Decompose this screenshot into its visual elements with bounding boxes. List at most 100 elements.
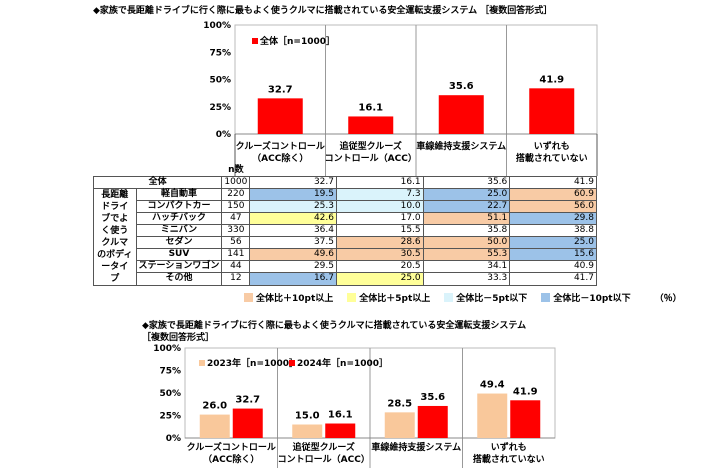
category-label: 車線維持支援システム — [416, 140, 506, 152]
data-label: 49.4 — [480, 380, 505, 391]
data-label: 15.0 — [295, 411, 320, 422]
bar — [477, 393, 508, 438]
cell-value: 20.5 — [336, 260, 424, 274]
table-header-blank — [94, 160, 222, 176]
category-label: クルーズコントロール — [187, 441, 276, 453]
cell-value: 41.9 — [509, 175, 597, 189]
category-label: いずれも — [491, 441, 527, 453]
table-row: SUV 141 49.6 30.5 55.3 15.6 — [94, 248, 597, 262]
cell-value: 16.1 — [336, 175, 424, 189]
data-label: 26.0 — [202, 401, 227, 412]
n-value: 220 — [221, 187, 251, 201]
category-label: 搭載されていない — [516, 152, 588, 164]
cell-value: 35.8 — [422, 223, 511, 238]
bar — [348, 116, 394, 134]
table-row: 長距離ドライブでよく使うクルマのボディータイプ 軽自動車 220 19.5 7.3 25.… — [93, 187, 597, 286]
category-label: （ACC除く） — [203, 453, 259, 465]
category-label: 車線維持支援システム — [371, 441, 461, 453]
y-tick-label: 50% — [159, 389, 181, 399]
y-tick-label: 100% — [203, 21, 231, 31]
n-value: 12 — [221, 272, 251, 286]
cell-value: 22.7 — [422, 199, 511, 213]
legend-label: 全体［n=1000］ — [259, 35, 335, 47]
table-row: ハッチバック 47 42.6 17.0 51.1 29.8 — [94, 211, 597, 225]
cell-value: 28.6 — [336, 235, 424, 250]
legend-swatch — [252, 38, 258, 44]
bar — [417, 405, 448, 438]
crosstab-table: n数 全体 1000 32.7 16.1 35.6 41.9 長距離ドライブでよく使うクルマの… — [92, 160, 597, 286]
cell-value: 19.5 — [249, 187, 337, 201]
cell-value: 25.0 — [422, 187, 511, 201]
table-legend: 全体比＋10pt以上 全体比＋5pt以上 全体比－5pt以下 全体比－10pt以下 （％… — [244, 291, 682, 304]
y-tick-label: 25% — [159, 412, 181, 422]
cell-value: 30.5 — [336, 248, 424, 262]
table-row: コンパクトカー 150 25.3 10.0 22.7 56.0 — [94, 199, 597, 213]
legend-label: 全体比＋5pt以上 — [359, 294, 431, 304]
cell-value: 25.0 — [336, 272, 424, 286]
n-value: 330 — [221, 223, 251, 238]
cell-value: 38.8 — [509, 223, 597, 238]
category-label: 搭載されていない — [473, 453, 545, 465]
cell-value: 25.3 — [249, 199, 337, 213]
n-value: 44 — [221, 260, 251, 274]
cell-value: 41.7 — [509, 272, 597, 286]
category-label: 追従型クルーズ — [293, 441, 355, 453]
legend-item-b: 全体比－10pt以下 — [541, 291, 631, 304]
table-row: ステーションワゴン 44 29.5 20.5 34.1 40.9 — [94, 260, 597, 274]
bar — [438, 95, 484, 134]
cell-value: 40.9 — [509, 260, 597, 274]
category-label: コントロール（ACC） — [325, 153, 417, 164]
group-label: 長距離ドライブでよく使うクルマのボディータイプ — [93, 187, 137, 286]
row-label: その他 — [135, 272, 223, 286]
y-tick-label: 75% — [209, 48, 231, 58]
n-value: 56 — [221, 235, 251, 250]
bar — [257, 98, 303, 134]
cell-value: 15.6 — [509, 248, 597, 262]
legend-swatch — [199, 360, 205, 366]
cell-value: 29.8 — [509, 211, 597, 225]
row-label: コンパクトカー — [135, 199, 223, 213]
bar — [529, 88, 575, 134]
cell-value: 10.0 — [336, 199, 424, 213]
cell-value: 33.3 — [422, 272, 511, 286]
legend-swatch — [541, 293, 551, 302]
bar — [199, 414, 230, 438]
cell-value: 36.4 — [249, 223, 337, 238]
y-tick-label: 0% — [216, 130, 231, 140]
row-label: ステーションワゴン — [135, 260, 223, 274]
table-row-total: 全体 1000 32.7 16.1 35.6 41.9 — [92, 175, 597, 189]
cell-value: 60.9 — [509, 187, 597, 201]
legend-label: 2023年［n=1000］ — [207, 357, 298, 369]
bottom-chart-title: ◆家族で長距離ドライブに行く際に最もよく使うクルマに搭載されている安全運転支援シ… — [142, 321, 527, 331]
n-value: 47 — [221, 211, 251, 225]
cell-value: 42.6 — [249, 211, 337, 225]
row-label: 全体 — [92, 175, 223, 189]
unit-label: （％） — [654, 294, 682, 304]
cell-value: 34.1 — [422, 260, 511, 274]
data-label: 35.6 — [449, 81, 474, 92]
cell-value: 50.0 — [422, 235, 511, 250]
row-label: ミニバン — [135, 223, 223, 238]
legend-item-o: 全体比＋10pt以上 — [244, 291, 333, 304]
legend-swatch — [347, 293, 357, 302]
y-tick-label: 100% — [153, 344, 181, 354]
table-row: セダン 56 37.5 28.6 50.0 25.0 — [94, 235, 597, 250]
bar — [384, 412, 415, 438]
cell-value: 51.1 — [422, 211, 511, 225]
data-label: 41.9 — [513, 386, 538, 397]
n-value: 1000 — [221, 175, 251, 189]
cell-value: 7.3 — [336, 187, 424, 201]
legend-label: 全体比－10pt以下 — [553, 294, 631, 304]
data-label: 41.9 — [539, 74, 564, 85]
legend-label: 全体比＋10pt以上 — [256, 294, 334, 304]
legend-swatch — [244, 293, 253, 302]
row-label: 軽自動車 — [135, 187, 223, 201]
cell-value: 37.5 — [249, 235, 337, 250]
row-label: セダン — [135, 235, 223, 250]
legend-label: 全体比－5pt以下 — [456, 294, 528, 304]
category-label: いずれも — [534, 140, 570, 152]
legend-item-y: 全体比＋5pt以上 — [347, 291, 430, 304]
data-label: 16.1 — [328, 410, 353, 421]
category-label: 追従型クルーズ — [340, 140, 402, 152]
cell-value: 56.0 — [509, 199, 597, 213]
